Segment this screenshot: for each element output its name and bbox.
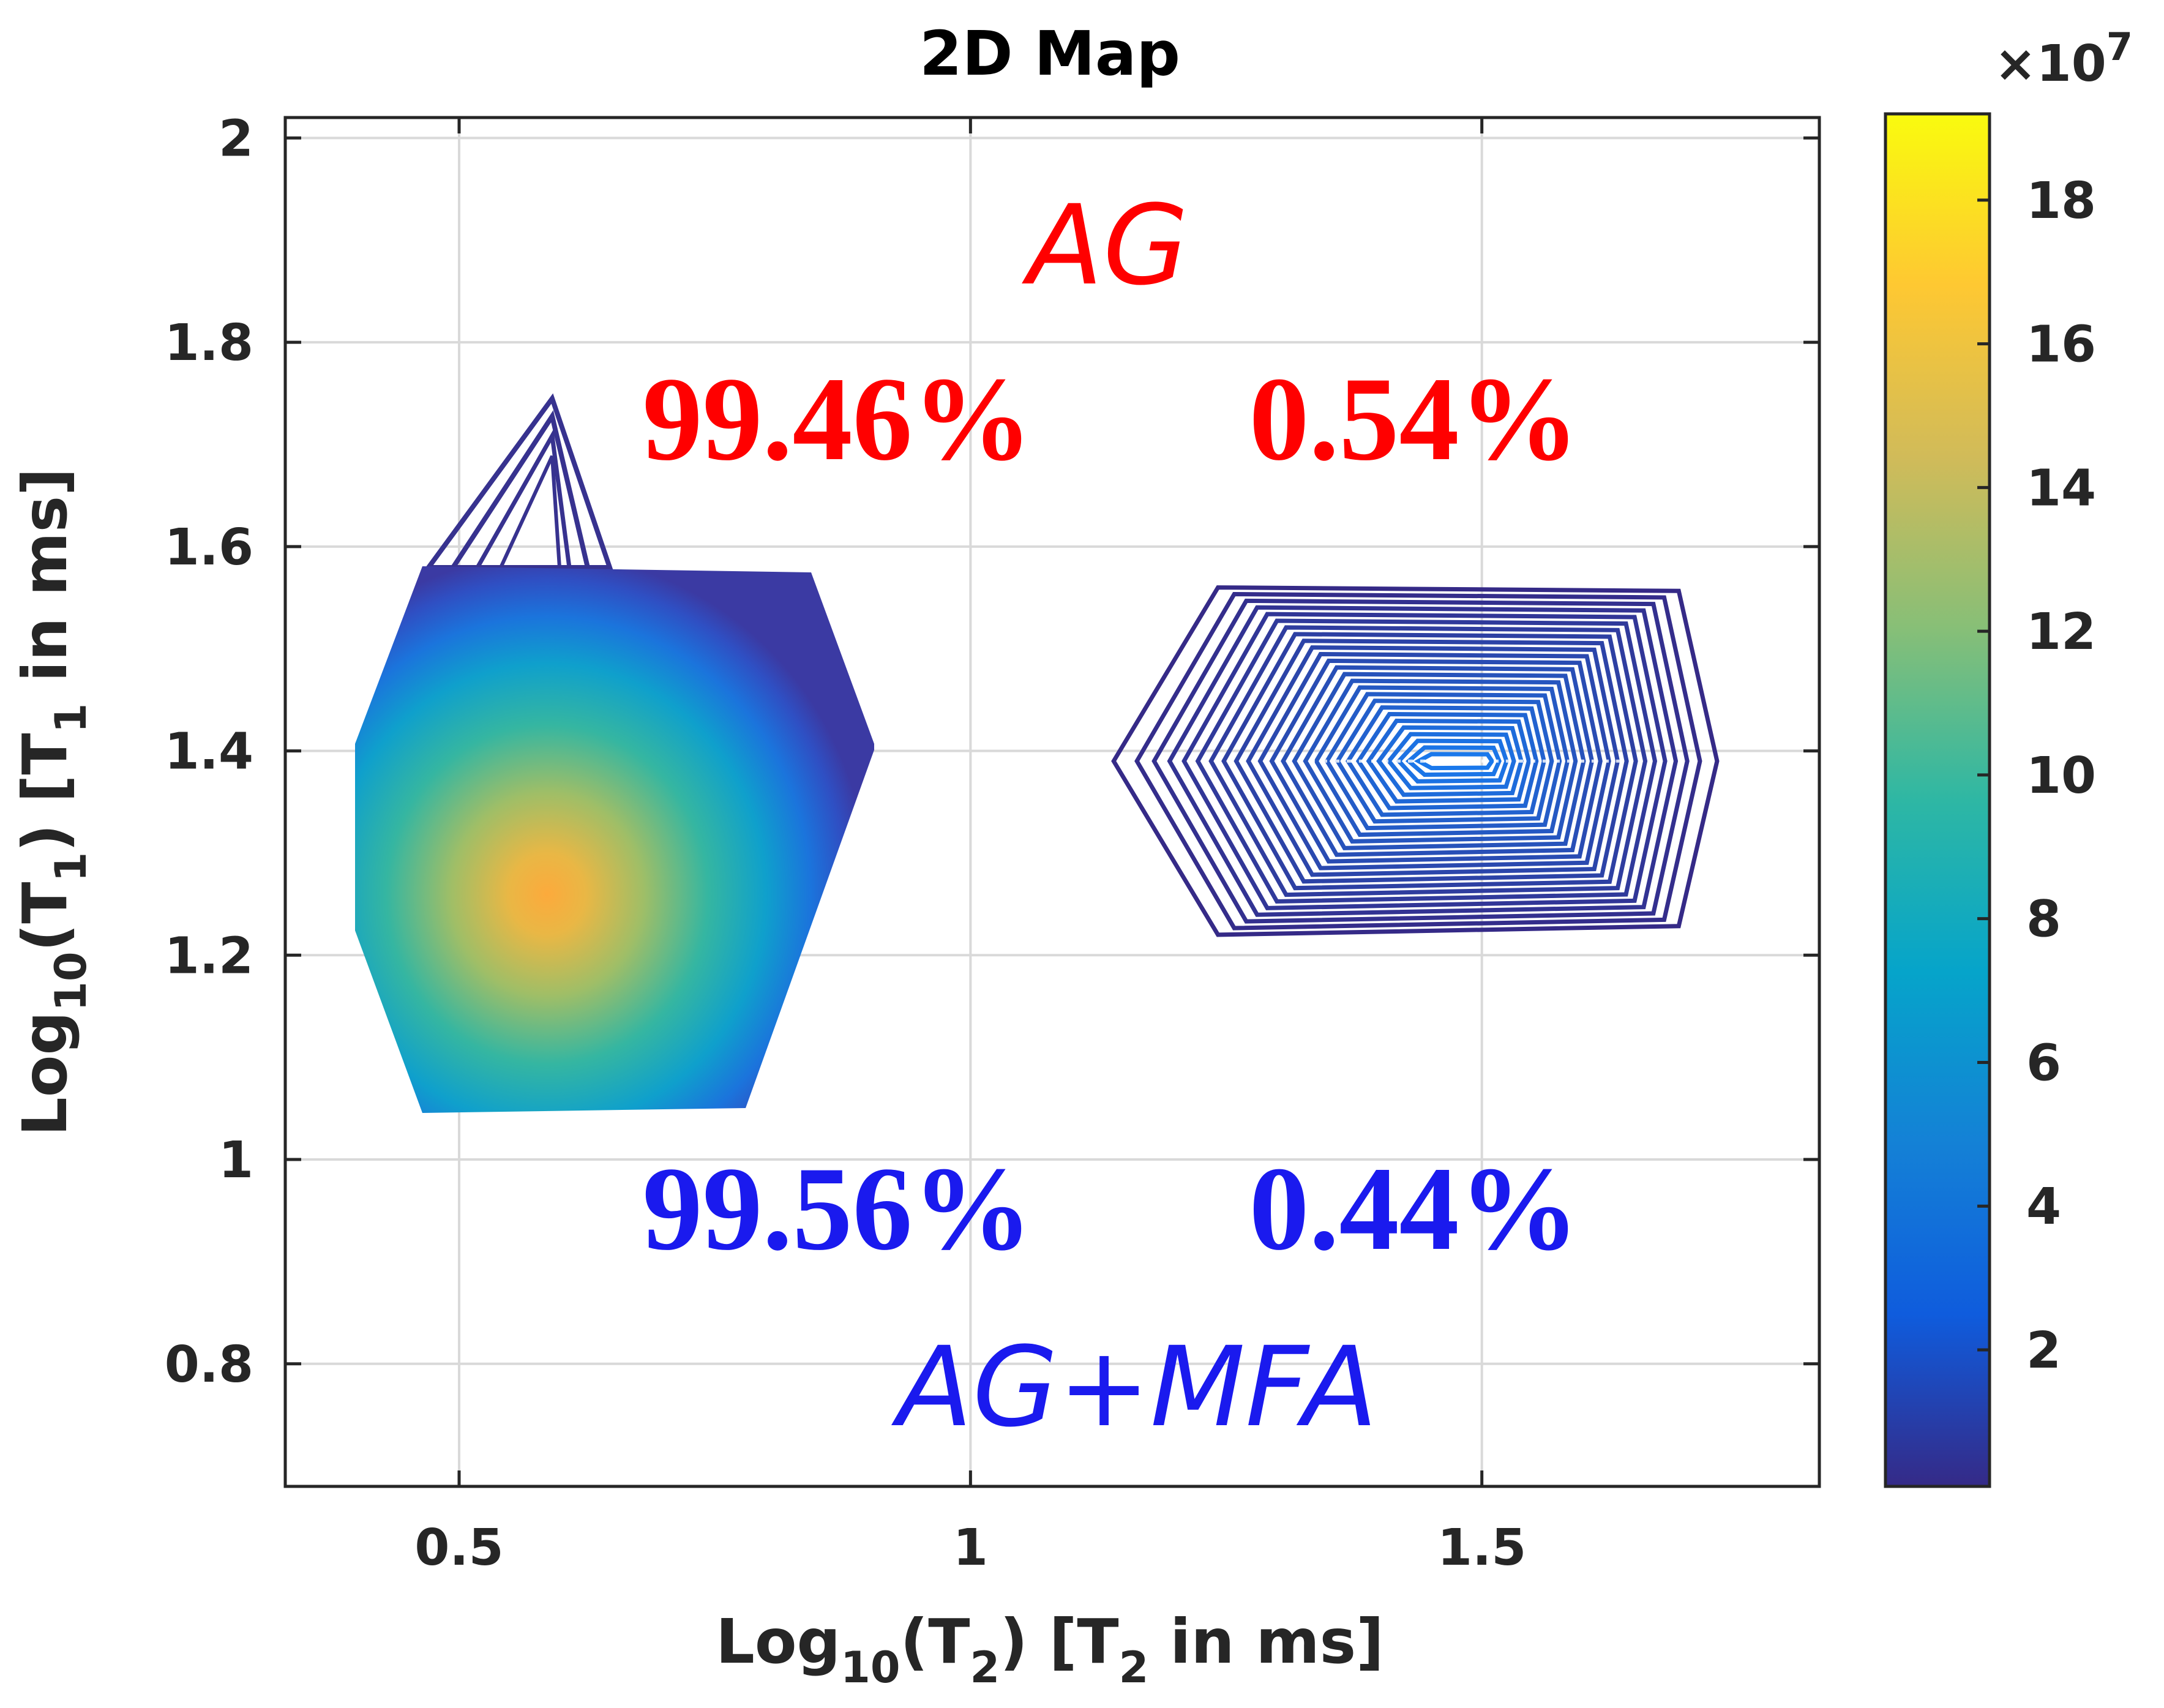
annotation-ag-label: AG — [1022, 182, 1189, 310]
colorbar: 2 4 6 8 10 12 14 16 18 ×107 — [1884, 24, 2133, 1488]
annotation-ag-left-percent: 99.46% — [643, 353, 1033, 485]
plot-frame — [283, 116, 1821, 1488]
y-tick-label: 1.8 — [165, 314, 253, 372]
colorbar-tick-label: 12 — [2026, 603, 2096, 661]
contour-level — [1303, 678, 1578, 844]
colorbar-tick-label: 6 — [2026, 1034, 2061, 1092]
contour-level — [1269, 658, 1603, 864]
colorbar-tick-label: 4 — [2026, 1178, 2061, 1236]
colorbar-tick-label: 10 — [2026, 747, 2096, 805]
peak-long-t2 — [1111, 585, 1720, 937]
colorbar-tick-label: 18 — [2026, 172, 2096, 230]
colorbar-ticks: 2 4 6 8 10 12 14 16 18 — [1977, 172, 2096, 1380]
contour-level — [1413, 752, 1495, 771]
contour-level — [1335, 699, 1554, 824]
colorbar-exponent: ×107 — [1994, 24, 2133, 93]
contour-level — [1386, 732, 1516, 790]
colorbar-tick-label: 14 — [2026, 459, 2096, 517]
contour-level — [1405, 745, 1502, 777]
x-tick-label: 1.5 — [1437, 1519, 1526, 1577]
y-tick-label: 1 — [219, 1131, 253, 1189]
contour-level — [1355, 712, 1539, 811]
y-axis-ticks: 0.8 1 1.2 1.4 1.6 1.8 2 — [165, 110, 1819, 1394]
peak-short-t2 — [355, 393, 874, 1113]
colorbar-tick-label: 8 — [2026, 891, 2061, 949]
contour-level — [1134, 591, 1702, 931]
annotation-ag-right-percent: 0.54% — [1249, 353, 1579, 485]
contour-level — [1151, 598, 1690, 924]
annotation-mfa-left-percent: 99.56% — [643, 1142, 1033, 1275]
y-tick-label: 0.8 — [165, 1336, 253, 1394]
contour-level — [1257, 651, 1611, 871]
y-tick-label: 1.4 — [165, 723, 253, 781]
contour-level — [1111, 585, 1720, 937]
y-tick-label: 2 — [219, 110, 253, 168]
y-axis-label: Log10(T1) [T1 in ms] — [9, 468, 96, 1136]
x-tick-label: 0.5 — [414, 1519, 503, 1577]
contour-level — [1366, 718, 1531, 804]
colorbar-gradient — [1884, 112, 1991, 1488]
annotation-mfa-label: AG+MFA — [891, 1324, 1378, 1451]
contour-level — [1221, 632, 1638, 891]
contour-level — [1234, 639, 1629, 884]
annotation-mfa-right-percent: 0.44% — [1249, 1142, 1579, 1275]
y-tick-label: 1.6 — [165, 519, 253, 577]
contour-level — [1167, 605, 1679, 917]
chart-title: 2D Map — [919, 18, 1180, 89]
colorbar-tick-label: 2 — [2026, 1322, 2061, 1380]
contour-level — [1181, 612, 1668, 910]
y-tick-label: 1.2 — [165, 927, 253, 985]
contour-level — [1195, 618, 1658, 904]
contour-level — [1208, 625, 1648, 897]
peak-short-t2-blob — [355, 566, 874, 1113]
colorbar-tick-label: 16 — [2026, 316, 2096, 374]
x-axis-ticks: 0.5 1 1.5 — [414, 118, 1526, 1577]
x-axis-label: Log10(T2) [T2 in ms] — [716, 1606, 1384, 1693]
x-tick-label: 1 — [953, 1519, 988, 1577]
peak-short-t2-spike-inner3 — [498, 455, 562, 569]
